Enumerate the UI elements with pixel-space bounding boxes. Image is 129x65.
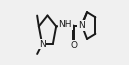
Text: N: N [39,40,46,48]
Text: N: N [78,21,84,30]
Text: NH: NH [59,20,72,29]
Text: O: O [70,41,77,50]
